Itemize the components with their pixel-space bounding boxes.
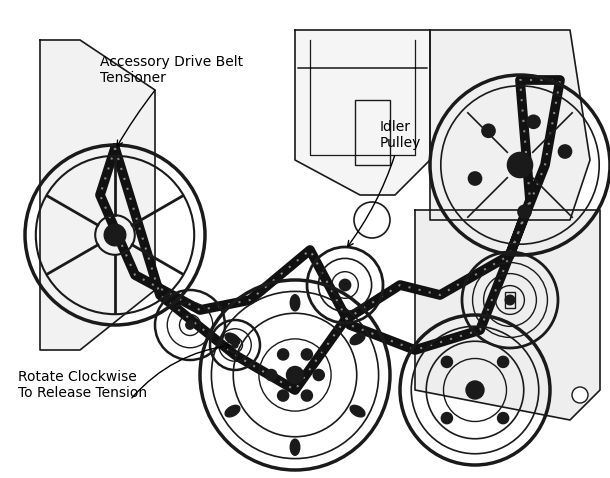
Ellipse shape — [350, 333, 365, 345]
Circle shape — [302, 391, 312, 401]
Ellipse shape — [350, 405, 365, 417]
Circle shape — [339, 279, 351, 291]
Circle shape — [302, 349, 312, 359]
Text: Rotate Clockwise
To Release Tension: Rotate Clockwise To Release Tension — [18, 370, 147, 400]
Polygon shape — [430, 30, 590, 220]
Ellipse shape — [290, 439, 300, 455]
Circle shape — [278, 391, 289, 401]
Circle shape — [442, 357, 452, 367]
Text: Idler
Pulley: Idler Pulley — [348, 120, 422, 247]
Circle shape — [482, 124, 495, 137]
Polygon shape — [415, 210, 600, 420]
Circle shape — [232, 342, 238, 348]
Circle shape — [278, 349, 289, 359]
Circle shape — [498, 357, 508, 367]
Circle shape — [498, 413, 508, 424]
Circle shape — [287, 367, 304, 383]
Circle shape — [466, 381, 484, 399]
Circle shape — [266, 370, 276, 380]
Circle shape — [186, 321, 194, 329]
Circle shape — [508, 152, 533, 178]
Polygon shape — [40, 40, 155, 350]
Circle shape — [314, 370, 324, 380]
Circle shape — [104, 224, 126, 246]
Bar — [504, 292, 515, 308]
Bar — [355, 100, 390, 165]
Polygon shape — [295, 30, 430, 195]
Circle shape — [527, 116, 540, 128]
Ellipse shape — [225, 405, 240, 417]
Ellipse shape — [225, 333, 240, 345]
Text: Accessory Drive Belt
Tensioner: Accessory Drive Belt Tensioner — [100, 55, 243, 146]
Ellipse shape — [290, 295, 300, 311]
Circle shape — [468, 172, 481, 185]
Circle shape — [442, 413, 452, 424]
Circle shape — [572, 387, 588, 403]
Circle shape — [505, 295, 515, 305]
Circle shape — [559, 145, 572, 158]
Circle shape — [518, 206, 531, 218]
